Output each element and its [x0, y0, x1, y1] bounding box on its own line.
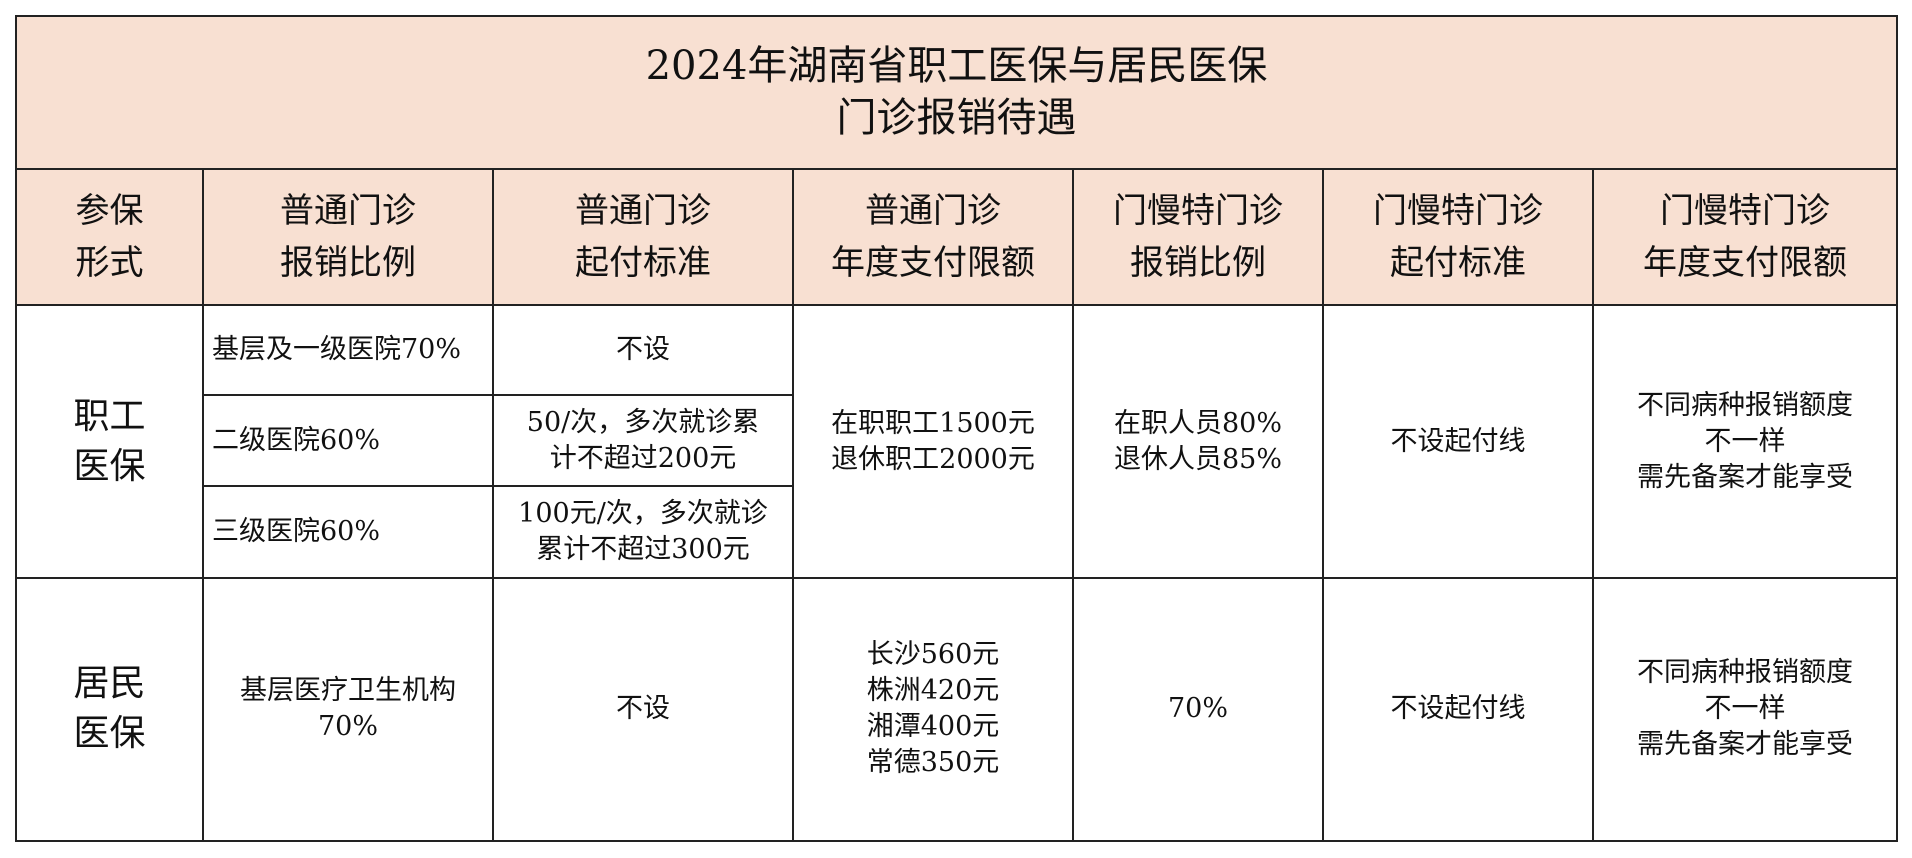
- employee-ratio-cell: 二级医院60%: [202, 393, 494, 488]
- table-title: 2024年湖南省职工医保与居民医保 门诊报销待遇: [15, 15, 1898, 170]
- title-line-1: 2024年湖南省职工医保与居民医保: [645, 43, 1268, 90]
- resident-insurance-label: 居民 医保: [15, 576, 204, 843]
- table-row-employee-2: 二级医院60% 50/次，多次就诊累 计不超过200元: [16, 393, 1897, 488]
- cell-text: 退休人员85%: [1113, 443, 1282, 475]
- table-row-employee-3: 三级医院60% 100元/次，多次就诊 累计不超过300元: [16, 485, 1897, 579]
- employee-threshold-cell: 50/次，多次就诊累 计不超过200元: [492, 393, 794, 488]
- cell-text: 不一样: [1704, 425, 1786, 457]
- cell-text: 不设起付线: [1390, 425, 1526, 457]
- cell-text: 株洲420元: [866, 675, 1000, 707]
- employee-chronic-limit: 不同病种报销额度 不一样 需先备案才能享受: [1592, 304, 1898, 579]
- cell-text: 三级医院60%: [212, 515, 381, 547]
- cell-text: 不一样: [1704, 693, 1786, 725]
- header-text: 报销比例: [280, 243, 416, 284]
- cell-text: 退休职工2000元: [831, 443, 1035, 475]
- resident-ratio-cell: 基层医疗卫生机构 70%: [202, 576, 494, 843]
- header-insurance-type: 参保 形式: [15, 167, 204, 307]
- cell-text: 二级医院60%: [212, 424, 381, 456]
- resident-annual-limit: 长沙560元 株洲420元 湘潭400元 常德350元: [792, 576, 1074, 843]
- resident-threshold-cell: 不设: [492, 576, 794, 843]
- header-text: 起付标准: [575, 243, 711, 284]
- cell-text: 不同病种报销额度: [1637, 389, 1853, 421]
- label-text: 医保: [73, 445, 146, 487]
- header-text: 普通门诊: [280, 191, 416, 232]
- cell-text: 需先备案才能享受: [1637, 461, 1853, 493]
- cell-text: 70%: [1167, 693, 1228, 725]
- label-text: 居民: [73, 663, 146, 705]
- cell-text: 不设: [616, 693, 670, 725]
- employee-chronic-ratio: 在职人员80% 退休人员85%: [1072, 304, 1324, 579]
- header-text: 门慢特门诊: [1113, 191, 1283, 232]
- header-text: 起付标准: [1390, 243, 1526, 284]
- cell-text: 常德350元: [866, 747, 1000, 779]
- cell-text: 计不超过200元: [549, 442, 737, 474]
- table-row-resident: 居民 医保 基层医疗卫生机构 70% 不设 长沙560元 株洲420元 湘潭40…: [15, 576, 1898, 843]
- label-text: 职工: [73, 395, 146, 437]
- employee-threshold-cell: 不设: [492, 304, 794, 396]
- header-text: 报销比例: [1130, 243, 1266, 284]
- cell-text: 基层医疗卫生机构: [240, 675, 456, 707]
- header-chronic-limit: 门慢特门诊 年度支付限额: [1592, 167, 1898, 307]
- cell-text: 长沙560元: [866, 639, 1000, 671]
- table-row-employee-1: 职工 医保 基层及一级医院70% 不设 在职职工1500元 退休职工2000元 …: [15, 304, 1898, 579]
- employee-ratio-cell: 基层及一级医院70%: [202, 304, 494, 396]
- cell-text: 需先备案才能享受: [1637, 729, 1853, 761]
- header-text: 普通门诊: [865, 191, 1001, 232]
- reimbursement-table: 2024年湖南省职工医保与居民医保 门诊报销待遇 参保 形式 普通门诊 报销比例…: [15, 15, 1898, 843]
- cell-text: 在职人员80%: [1113, 407, 1282, 439]
- title-row: 2024年湖南省职工医保与居民医保 门诊报销待遇: [15, 15, 1898, 170]
- cell-text: 在职职工1500元: [831, 407, 1035, 439]
- header-outpatient-limit: 普通门诊 年度支付限额: [792, 167, 1074, 307]
- employee-annual-limit: 在职职工1500元 退休职工2000元: [792, 304, 1074, 579]
- title-line-2: 门诊报销待遇: [836, 95, 1077, 142]
- resident-chronic-threshold: 不设起付线: [1322, 576, 1594, 843]
- cell-text: 70%: [317, 711, 378, 743]
- cell-text: 累计不超过300元: [536, 533, 750, 565]
- header-text: 年度支付限额: [831, 243, 1035, 284]
- header-outpatient-threshold: 普通门诊 起付标准: [492, 167, 794, 307]
- cell-text: 不同病种报销额度: [1637, 657, 1853, 689]
- header-text: 普通门诊: [575, 191, 711, 232]
- header-chronic-ratio: 门慢特门诊 报销比例: [1072, 167, 1324, 307]
- header-outpatient-ratio: 普通门诊 报销比例: [202, 167, 494, 307]
- employee-chronic-threshold: 不设起付线: [1322, 304, 1594, 579]
- cell-text: 不设: [616, 334, 670, 366]
- label-text: 医保: [73, 713, 146, 755]
- header-text: 门慢特门诊: [1660, 191, 1830, 232]
- cell-text: 湘潭400元: [866, 711, 1000, 743]
- resident-chronic-limit: 不同病种报销额度 不一样 需先备案才能享受: [1592, 576, 1898, 843]
- employee-threshold-cell: 100元/次，多次就诊 累计不超过300元: [492, 485, 794, 579]
- resident-chronic-ratio: 70%: [1072, 576, 1324, 843]
- cell-text: 不设起付线: [1390, 693, 1526, 725]
- header-text: 年度支付限额: [1643, 243, 1847, 284]
- employee-ratio-cell: 三级医院60%: [202, 485, 494, 579]
- header-text: 形式: [75, 243, 144, 284]
- header-text: 参保: [75, 191, 144, 232]
- header-row: 参保 形式 普通门诊 报销比例 普通门诊 起付标准 普通门诊 年度支付限额 门慢…: [15, 167, 1898, 307]
- cell-text: 50/次，多次就诊累: [526, 406, 760, 438]
- employee-insurance-label: 职工 医保: [15, 304, 204, 579]
- cell-text: 100元/次，多次就诊: [518, 497, 768, 529]
- header-text: 门慢特门诊: [1373, 191, 1543, 232]
- header-chronic-threshold: 门慢特门诊 起付标准: [1322, 167, 1594, 307]
- cell-text: 基层及一级医院70%: [212, 334, 462, 366]
